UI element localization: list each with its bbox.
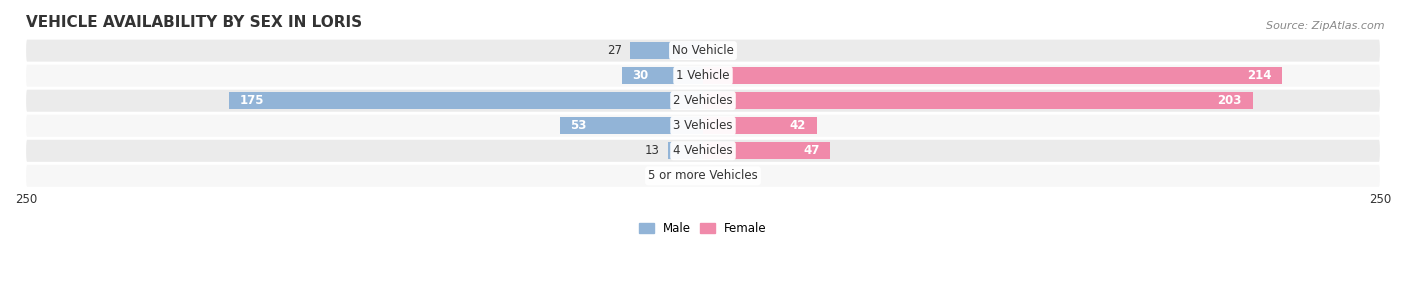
Text: 175: 175 — [240, 94, 264, 107]
Bar — [703, 67, 1282, 84]
Bar — [560, 117, 703, 134]
Text: 3 Vehicles: 3 Vehicles — [673, 119, 733, 132]
Text: 42: 42 — [790, 119, 806, 132]
Bar — [668, 142, 703, 159]
Legend: Male, Female: Male, Female — [634, 217, 772, 239]
Text: 4 Vehicles: 4 Vehicles — [673, 144, 733, 157]
Bar — [703, 142, 831, 159]
Bar — [630, 42, 703, 59]
Text: 30: 30 — [633, 69, 648, 82]
Text: 0: 0 — [711, 169, 718, 182]
Text: 214: 214 — [1247, 69, 1271, 82]
Text: Source: ZipAtlas.com: Source: ZipAtlas.com — [1267, 21, 1385, 31]
Text: 1 Vehicle: 1 Vehicle — [676, 69, 730, 82]
Text: 0: 0 — [711, 44, 718, 57]
Text: 2 Vehicles: 2 Vehicles — [673, 94, 733, 107]
Text: VEHICLE AVAILABILITY BY SEX IN LORIS: VEHICLE AVAILABILITY BY SEX IN LORIS — [27, 15, 363, 30]
Text: 203: 203 — [1218, 94, 1241, 107]
Text: 13: 13 — [645, 144, 659, 157]
FancyBboxPatch shape — [27, 90, 1379, 112]
Bar — [703, 92, 1253, 109]
Bar — [229, 92, 703, 109]
Text: 27: 27 — [607, 44, 621, 57]
Text: 53: 53 — [571, 119, 586, 132]
Bar — [621, 67, 703, 84]
FancyBboxPatch shape — [27, 140, 1379, 162]
FancyBboxPatch shape — [27, 65, 1379, 87]
Text: 47: 47 — [803, 144, 820, 157]
Text: No Vehicle: No Vehicle — [672, 44, 734, 57]
FancyBboxPatch shape — [27, 115, 1379, 137]
Text: 0: 0 — [688, 169, 695, 182]
Bar — [703, 117, 817, 134]
FancyBboxPatch shape — [27, 165, 1379, 187]
FancyBboxPatch shape — [27, 40, 1379, 62]
Text: 5 or more Vehicles: 5 or more Vehicles — [648, 169, 758, 182]
